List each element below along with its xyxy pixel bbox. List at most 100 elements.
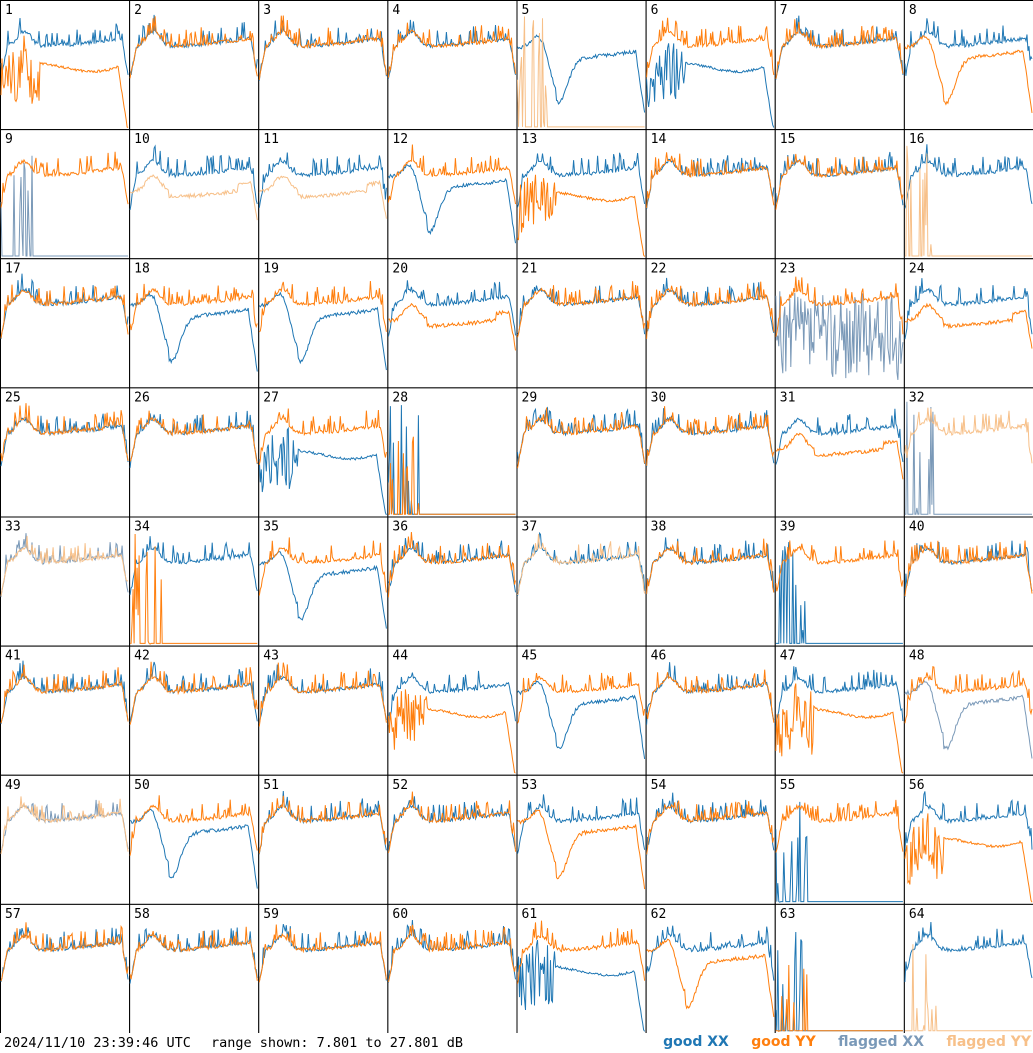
series-yy-8 <box>904 35 1033 113</box>
panel-frame <box>903 516 1033 647</box>
panel-34: 34 <box>129 516 260 647</box>
series-yy-14 <box>646 152 775 209</box>
panel-label: 16 <box>909 132 925 147</box>
panel-frame <box>129 903 260 1033</box>
panel-19: 19 <box>258 258 389 389</box>
series-yy-37 <box>517 533 646 596</box>
panel-27: 27 <box>258 387 389 518</box>
series-xx-55 <box>775 801 903 903</box>
panel-label: 40 <box>909 520 925 535</box>
panel-label: 64 <box>909 907 925 922</box>
panel-frame <box>258 0 389 131</box>
series-yy-63 <box>775 964 903 1033</box>
panel-frame <box>129 0 260 131</box>
panel-frame <box>0 387 131 518</box>
panel-22: 22 <box>645 258 776 389</box>
panel-frame <box>516 0 647 131</box>
series-yy-35 <box>258 537 387 596</box>
series-xx-60 <box>387 919 516 984</box>
panel-label: 60 <box>392 907 408 922</box>
panel-label: 34 <box>134 520 150 535</box>
panel-label: 32 <box>909 390 925 405</box>
series-xx-54 <box>646 792 775 856</box>
panel-label: 54 <box>651 778 667 793</box>
panel-label: 29 <box>522 390 538 405</box>
series-yy-19 <box>258 280 387 333</box>
panel-21: 21 <box>516 258 647 389</box>
series-xx-50 <box>129 808 258 889</box>
series-yy-7 <box>775 19 904 80</box>
legend-good-yy: good YY <box>751 1034 816 1050</box>
panel-label: 55 <box>780 778 796 793</box>
panel-26: 26 <box>129 387 260 518</box>
series-yy-2 <box>129 16 258 79</box>
series-yy-43 <box>258 662 387 727</box>
series-yy-57 <box>0 922 129 982</box>
series-yy-62 <box>646 938 775 1017</box>
panel-36: 36 <box>387 516 518 647</box>
series-yy-48 <box>904 665 1033 724</box>
panel-label: 9 <box>5 132 13 147</box>
series-yy-58 <box>129 926 258 981</box>
series-yy-45 <box>517 672 646 724</box>
series-yy-41 <box>0 664 129 724</box>
panel-label: 61 <box>522 907 538 922</box>
legend-flagged-yy: flagged YY <box>946 1034 1031 1050</box>
panel-15: 15 <box>774 129 905 260</box>
series-xx-13 <box>517 152 646 208</box>
panel-frame <box>774 645 905 776</box>
panel-label: 18 <box>134 261 150 276</box>
series-yy-27 <box>258 408 387 465</box>
panel-28: 28 <box>387 387 518 518</box>
panel-57: 57 <box>0 903 131 1033</box>
panel-44: 44 <box>387 645 518 776</box>
panel-frame <box>129 258 260 389</box>
panel-32: 32 <box>903 387 1033 518</box>
series-yy-64 <box>904 944 1032 1032</box>
panel-label: 14 <box>651 132 667 147</box>
panel-frame <box>516 645 647 776</box>
panel-58: 58 <box>129 903 260 1033</box>
panel-9: 9 <box>0 129 131 260</box>
series-xx-21 <box>517 285 646 335</box>
series-yy-44 <box>387 689 516 774</box>
series-xx-64 <box>904 921 1033 983</box>
panel-label: 27 <box>263 390 279 405</box>
series-xx-59 <box>258 924 387 982</box>
series-yy-16 <box>904 145 1032 257</box>
series-yy-53 <box>517 809 646 890</box>
series-yy-6 <box>646 17 775 78</box>
series-yy-1 <box>0 35 129 128</box>
series-yy-25 <box>0 403 129 462</box>
panel-frame <box>774 129 905 260</box>
panel-label: 24 <box>909 261 925 276</box>
panel-62: 62 <box>645 903 776 1033</box>
panel-52: 52 <box>387 774 518 905</box>
series-xx-56 <box>904 791 1033 852</box>
series-xx-39 <box>775 542 903 644</box>
panel-38: 38 <box>645 516 776 647</box>
panel-label: 46 <box>651 649 667 664</box>
panel-label: 1 <box>5 3 13 18</box>
panel-label: 52 <box>392 778 408 793</box>
panel-label: 11 <box>263 132 279 147</box>
series-xx-53 <box>517 794 646 854</box>
panel-31: 31 <box>774 387 905 518</box>
panel-frame <box>258 258 389 389</box>
panel-label: 4 <box>392 3 400 18</box>
series-yy-28 <box>388 436 516 515</box>
panel-20: 20 <box>387 258 518 389</box>
panel-frame <box>258 516 389 647</box>
series-xx-45 <box>517 680 646 759</box>
panel-frame <box>0 903 131 1033</box>
panel-frame <box>903 645 1033 776</box>
series-xx-5 <box>517 34 646 113</box>
panel-label: 19 <box>263 261 279 276</box>
series-xx-24 <box>904 278 1033 340</box>
panel-51: 51 <box>258 774 389 905</box>
series-xx-9 <box>0 155 129 257</box>
panel-label: 12 <box>392 132 408 147</box>
panel-29: 29 <box>516 387 647 518</box>
panel-frame <box>387 516 518 647</box>
